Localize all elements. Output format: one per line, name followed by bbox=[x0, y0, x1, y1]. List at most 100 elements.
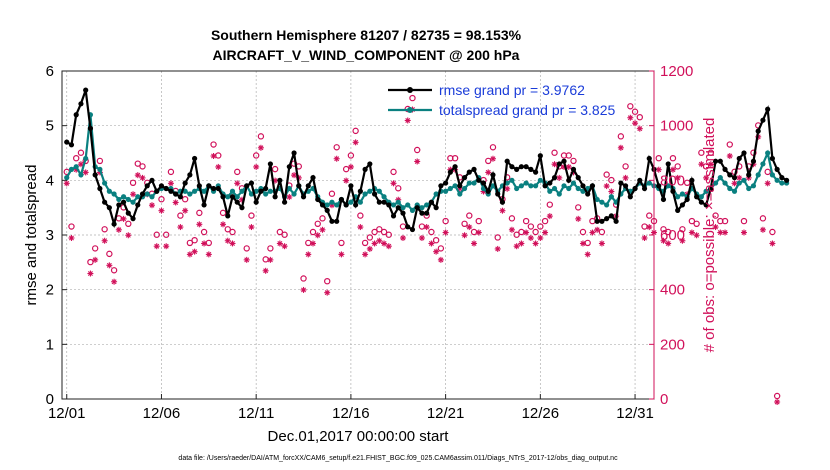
obs-possible-marker bbox=[361, 239, 369, 247]
rmse-point bbox=[149, 177, 155, 183]
rmse-point bbox=[424, 210, 430, 216]
x-tick-label: 12/01 bbox=[48, 405, 86, 422]
totalspread-point bbox=[395, 199, 401, 205]
obs-assimilated-marker bbox=[674, 174, 681, 181]
totalspread-point bbox=[736, 180, 742, 186]
obs-assimilated-marker bbox=[319, 226, 326, 233]
obs-possible-marker bbox=[366, 234, 374, 241]
obs-assimilated-marker bbox=[210, 153, 217, 159]
obs-assimilated-marker bbox=[712, 224, 719, 231]
obs-assimilated-marker bbox=[125, 232, 132, 239]
rmse-point bbox=[329, 218, 335, 224]
obs-possible-marker bbox=[485, 157, 492, 165]
obs-assimilated-marker bbox=[707, 161, 714, 168]
totalspread-point bbox=[537, 177, 543, 183]
obs-assimilated-marker bbox=[641, 235, 648, 241]
rmse-point bbox=[97, 185, 103, 192]
totalspread-point bbox=[755, 172, 761, 178]
obs-assimilated-marker bbox=[542, 229, 549, 236]
y-right-tick-label: 1200 bbox=[660, 63, 693, 80]
rmse-point bbox=[556, 161, 562, 167]
obs-assimilated-marker bbox=[764, 180, 771, 187]
obs-assimilated-marker bbox=[276, 240, 283, 247]
obs-possible-marker bbox=[91, 245, 99, 252]
obs-possible-marker bbox=[390, 168, 397, 176]
obs-possible-marker bbox=[77, 149, 85, 156]
rmse-point bbox=[263, 185, 269, 192]
totalspread-point bbox=[466, 180, 472, 186]
rmse-point bbox=[646, 155, 652, 162]
totalspread-point bbox=[192, 188, 198, 194]
obs-possible-marker bbox=[631, 108, 639, 115]
totalspread-point bbox=[741, 177, 747, 183]
obs-assimilated-marker bbox=[471, 240, 478, 247]
obs-assimilated-marker bbox=[759, 226, 766, 233]
totalspread-point bbox=[765, 150, 771, 156]
totalspread-point bbox=[419, 205, 425, 211]
totalspread-point bbox=[64, 175, 70, 181]
obs-assimilated-marker bbox=[598, 240, 605, 247]
obs-assimilated-marker bbox=[357, 224, 364, 231]
rmse-point bbox=[433, 205, 439, 211]
obs-assimilated-marker bbox=[229, 240, 236, 247]
obs-assimilated-marker bbox=[428, 240, 435, 247]
obs-series bbox=[63, 94, 781, 405]
obs-assimilated-marker bbox=[437, 256, 444, 263]
obs-possible-marker bbox=[409, 94, 416, 102]
totalspread-point bbox=[760, 161, 766, 167]
totalspread-point bbox=[727, 185, 733, 192]
rmse-point bbox=[390, 213, 397, 219]
totalspread-point bbox=[750, 183, 757, 189]
rmse-point bbox=[206, 183, 212, 189]
rmse-point bbox=[376, 199, 382, 205]
obs-assimilated-marker bbox=[281, 243, 288, 250]
x-tick-label: 12/26 bbox=[522, 405, 560, 422]
obs-possible-marker bbox=[655, 154, 662, 162]
totalspread-point bbox=[111, 191, 117, 197]
obs-assimilated-marker bbox=[660, 237, 667, 244]
rmse-point bbox=[727, 172, 733, 178]
obs-assimilated-marker bbox=[669, 166, 676, 173]
rmse-point bbox=[182, 180, 188, 186]
rmse-point bbox=[722, 166, 728, 172]
rmse-point bbox=[499, 199, 506, 205]
obs-assimilated-marker bbox=[679, 237, 686, 244]
obs-assimilated-marker bbox=[111, 278, 118, 285]
rmse-point bbox=[234, 199, 240, 205]
rmse-point bbox=[158, 183, 165, 189]
obs-possible-marker bbox=[186, 239, 194, 247]
totalspread-point bbox=[329, 199, 335, 205]
obs-assimilated-marker bbox=[130, 191, 137, 198]
obs-assimilated-marker bbox=[518, 240, 525, 247]
rmse-point bbox=[343, 202, 349, 208]
y-right-tick-label: 1000 bbox=[660, 118, 693, 135]
rmse-point bbox=[542, 183, 548, 189]
totalspread-point bbox=[698, 194, 704, 200]
rmse-point bbox=[523, 164, 529, 170]
obs-possible-marker bbox=[570, 157, 577, 165]
rmse-point bbox=[83, 87, 89, 93]
totalspread-point bbox=[381, 194, 387, 200]
y-left-tick-label: 5 bbox=[46, 118, 54, 135]
rmse-point bbox=[694, 194, 700, 200]
obs-assimilated-marker bbox=[201, 240, 208, 247]
rmse-point bbox=[68, 142, 75, 148]
rmse-point bbox=[428, 199, 435, 205]
obs-possible-marker bbox=[665, 228, 672, 236]
rmse-point bbox=[755, 128, 761, 134]
rmse-point bbox=[201, 202, 207, 208]
totalspread-point bbox=[239, 188, 245, 194]
obs-assimilated-marker bbox=[262, 267, 269, 274]
obs-possible-marker bbox=[764, 168, 771, 176]
obs-possible-marker bbox=[489, 144, 497, 151]
x-axis: 12/01 12/06 12/11 12/16 12/21 12/26 12/31 bbox=[48, 394, 654, 422]
rmse-point bbox=[518, 164, 524, 170]
rmse-point bbox=[225, 213, 231, 219]
obs-possible-marker bbox=[565, 152, 572, 159]
rmse-point bbox=[187, 172, 193, 178]
obs-assimilated-marker bbox=[92, 256, 99, 263]
chart-title-line1: Southern Hemisphere 81207 / 82735 = 98.1… bbox=[211, 27, 522, 43]
obs-assimilated-marker bbox=[423, 224, 430, 231]
rmse-point bbox=[215, 185, 221, 192]
obs-possible-marker bbox=[698, 149, 705, 156]
